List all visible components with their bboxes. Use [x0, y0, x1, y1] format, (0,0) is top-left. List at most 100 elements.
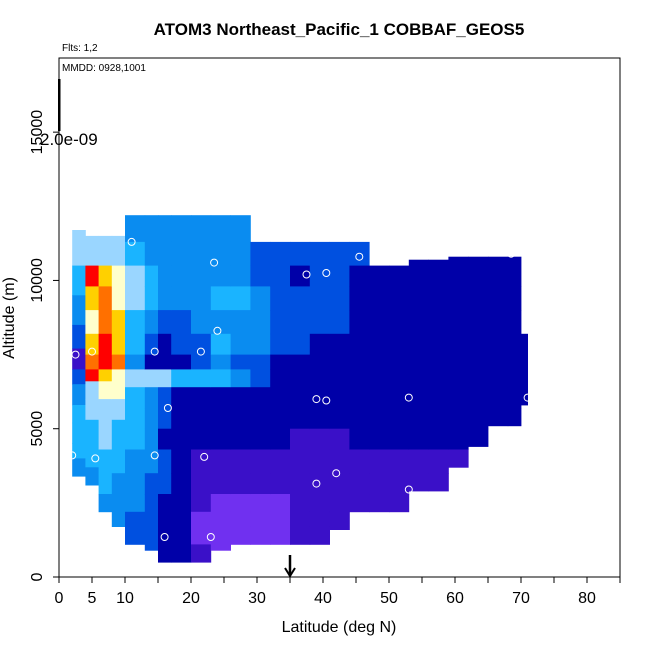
heatmap-cell [448, 369, 469, 388]
heatmap-cell [329, 408, 350, 430]
heatmap-cell [290, 408, 311, 430]
x-axis-label: Latitude (deg N) [282, 619, 397, 636]
heatmap-cell [230, 387, 251, 409]
heatmap-cell [191, 286, 212, 311]
heatmap-cell [448, 428, 469, 450]
heatmap-cell [290, 369, 311, 388]
heatmap-cell [309, 494, 330, 513]
heatmap-cell [210, 333, 231, 355]
heatmap-cell [329, 428, 350, 450]
heatmap-cell [210, 494, 231, 513]
heatmap-cell [85, 381, 99, 400]
heatmap-cell [309, 511, 330, 527]
heatmap-cell [329, 354, 350, 370]
heatmap-cell [270, 526, 291, 545]
heatmap-cell [171, 215, 192, 243]
heatmap-cell [270, 408, 291, 430]
heatmap-cell [250, 408, 271, 430]
heatmap-cell [98, 265, 113, 287]
heatmap-cell [230, 286, 251, 311]
heatmap-cell [290, 354, 311, 370]
heatmap-cell [428, 259, 449, 287]
heatmap-cell [158, 354, 172, 370]
heatmap-cell [210, 428, 231, 450]
heatmap-cell [125, 369, 146, 388]
heatmap-cell [158, 310, 172, 335]
heatmap-cell [158, 387, 172, 409]
heatmap-cell [210, 473, 231, 495]
heatmap-cell [230, 494, 251, 513]
heatmap-cell [369, 473, 390, 495]
observation-point [127, 237, 136, 246]
heatmap-cell [250, 310, 271, 335]
observation-point [124, 205, 133, 214]
heatmap-cell [329, 241, 350, 266]
heatmap-cell [349, 473, 370, 495]
heatmap-cell [125, 526, 146, 545]
heatmap-cell [144, 494, 159, 513]
heatmap-cell [210, 511, 231, 533]
heatmap-cell [488, 408, 509, 427]
heatmap-cell [230, 354, 251, 370]
heatmap-cell [171, 449, 192, 474]
heatmap-cell [111, 508, 126, 527]
heatmap-cell [349, 286, 370, 311]
heatmap-cells [72, 215, 528, 563]
observation-point [523, 393, 532, 402]
heatmap-cell [230, 310, 251, 335]
heatmap-cell [329, 286, 350, 311]
heatmap-cell [98, 286, 113, 311]
heatmap-cell [210, 286, 231, 311]
heatmap-cell [488, 286, 509, 311]
heatmap-cell [488, 310, 509, 335]
heatmap-cell [144, 265, 159, 287]
heatmap-cell [125, 310, 146, 335]
heatmap-cell [98, 449, 113, 474]
heatmap-cell [270, 428, 291, 450]
heatmap-cell [171, 333, 192, 355]
heatmap-cell [158, 241, 172, 266]
heatmap-cell [428, 408, 449, 430]
heatmap-cell [72, 230, 86, 266]
y-axis-label: Altitude (m) [1, 277, 18, 359]
heatmap-cell [389, 428, 410, 450]
observation-point [68, 451, 77, 460]
heatmap-cell [290, 526, 311, 545]
heatmap-cell [329, 333, 350, 355]
heatmap-cell [125, 265, 146, 287]
heatmap-cell [98, 369, 113, 382]
heatmap-cell [349, 369, 370, 388]
flights-note: Flts: 1,2 [62, 43, 98, 54]
heatmap-cell [309, 265, 330, 287]
heatmap-cell [369, 408, 390, 430]
heatmap-cell [428, 369, 449, 388]
heatmap-cell [309, 428, 330, 450]
heatmap-cell [408, 449, 429, 474]
heatmap-cell [98, 310, 113, 335]
heatmap-cell [250, 354, 271, 370]
heatmap-cell [468, 369, 489, 388]
heatmap-cell [270, 354, 291, 370]
heatmap-cell [125, 494, 146, 513]
heatmap-cell [158, 449, 172, 474]
heatmap-cell [349, 265, 370, 287]
heatmap-cell [309, 354, 330, 370]
heatmap-cell [158, 511, 172, 533]
heatmap-cell [408, 259, 429, 287]
heatmap-cell [85, 333, 99, 355]
heatmap-cell [171, 369, 192, 388]
heatmap-cell [72, 422, 86, 444]
heatmap-cell [85, 286, 99, 311]
heatmap-cell [111, 369, 126, 382]
heatmap-cell [369, 449, 390, 474]
heatmap-cell [270, 369, 291, 388]
heatmap-cell [488, 354, 509, 370]
heatmap-cell [270, 310, 291, 335]
heatmap-cell [270, 265, 291, 287]
heatmap-cell [290, 333, 311, 355]
heatmap-cell [389, 387, 410, 409]
heatmap-cell [309, 408, 330, 430]
observation-points [68, 202, 532, 541]
heatmap-cell [488, 369, 509, 388]
heatmap-cell [111, 381, 126, 400]
